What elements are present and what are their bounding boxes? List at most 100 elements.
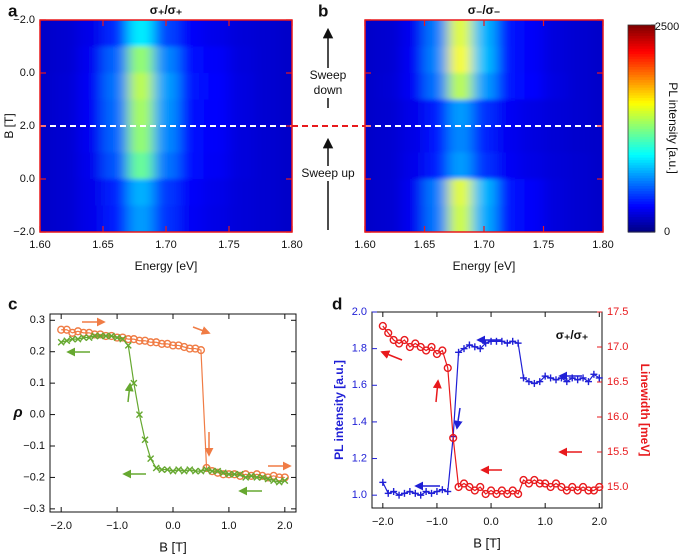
heatmap-cell	[365, 20, 378, 47]
point	[590, 370, 598, 378]
point-stroke	[225, 470, 233, 478]
point	[584, 486, 593, 495]
heatmap-cell	[543, 205, 568, 232]
colorbar-step	[628, 172, 655, 176]
heatmap-cell	[103, 152, 129, 180]
heatmap-cell	[103, 99, 129, 127]
point	[231, 470, 238, 478]
point	[113, 334, 121, 342]
point-stroke	[180, 467, 188, 475]
point-stroke	[231, 470, 238, 478]
heatmap-cell	[424, 46, 449, 74]
colorbar-label: PL intensity [a.u.]	[666, 82, 680, 174]
heatmap-cell	[229, 179, 255, 206]
heatmap-cell	[376, 73, 402, 100]
colorbar-step	[628, 43, 655, 47]
point	[514, 489, 523, 499]
colorbar-tick-label: 0	[664, 226, 670, 238]
heatmap-cell	[400, 126, 425, 153]
point	[140, 336, 150, 345]
heatmap-cell	[519, 99, 544, 127]
heatmap-cell	[128, 20, 154, 47]
colorbar-step	[628, 81, 655, 86]
heatmap-cell	[567, 99, 592, 127]
x-tick-label: 1.60	[29, 239, 50, 251]
point-stroke	[236, 470, 244, 478]
heatmap-cell	[400, 73, 425, 100]
point	[63, 337, 71, 345]
y-tick-label: 17.0	[607, 341, 628, 353]
point	[242, 473, 250, 481]
point	[378, 321, 387, 331]
heatmap-cell	[495, 179, 521, 206]
heatmap-cell	[472, 152, 497, 180]
heatmap-cell	[448, 152, 473, 180]
heatmap-cell	[203, 73, 230, 100]
heatmap-cell	[567, 73, 592, 100]
colorbar-step	[628, 229, 655, 233]
x-tick-label: −1.0	[426, 516, 448, 528]
colorbar-step	[628, 159, 655, 163]
heatmap-cell	[128, 73, 154, 100]
colorbar-step	[628, 92, 655, 96]
point-stroke	[130, 379, 138, 387]
point	[541, 372, 549, 380]
heatmap-cell	[40, 152, 54, 180]
y-tick-label: −0.3	[23, 503, 45, 515]
heatmap-cell	[495, 126, 521, 153]
y-tick-label: −2.0	[13, 14, 35, 26]
point	[395, 491, 403, 499]
point	[191, 467, 199, 475]
point	[535, 479, 544, 488]
colorbar-step	[628, 180, 655, 184]
heatmap-cell	[495, 46, 521, 74]
heatmap-cell	[400, 152, 425, 180]
heatmap-cell	[153, 152, 180, 180]
series-line	[382, 325, 600, 495]
heatmap-cell	[591, 20, 603, 47]
point-stroke	[63, 337, 71, 345]
heatmap-cell	[52, 179, 79, 206]
colorbar-step	[628, 40, 655, 44]
point-stroke	[214, 467, 222, 475]
heatmap-cell	[400, 20, 425, 47]
colorbar-step	[628, 50, 655, 55]
y-axis-label: PL intensity [a.u.]	[332, 360, 346, 460]
y-tick-label: −0.2	[23, 471, 45, 483]
heatmap-cell	[279, 99, 292, 127]
heatmap-cell	[376, 46, 402, 74]
heatmap-cell	[279, 152, 292, 180]
heatmap-cell	[203, 99, 230, 127]
y-tick-label: 0.0	[20, 67, 35, 79]
heatmap-cell	[376, 20, 402, 47]
heatmap-cell	[229, 205, 255, 232]
heatmap-cell	[591, 205, 603, 232]
colorbar-step	[628, 164, 655, 168]
colorbar-step	[628, 167, 655, 171]
point-stroke	[113, 334, 121, 342]
point	[406, 488, 414, 496]
heatmap-cell	[254, 126, 280, 153]
colorbar-step	[628, 27, 655, 31]
colorbar-step	[628, 71, 655, 75]
colorbar-step	[628, 188, 655, 192]
point-stroke	[191, 467, 199, 475]
point	[157, 339, 166, 348]
colorbar-frame	[627, 24, 656, 233]
x-axis-label: B [T]	[473, 535, 500, 550]
heatmap-cell	[40, 20, 54, 47]
point-stroke	[208, 467, 216, 475]
heatmap-cell	[591, 152, 603, 180]
y-tick-label: 17.5	[607, 306, 628, 318]
heatmap-cell	[591, 46, 603, 74]
heatmap-cell	[591, 179, 603, 206]
heatmap-cell	[254, 46, 280, 74]
heatmap-cell	[254, 152, 280, 180]
point	[130, 379, 138, 387]
heatmap-cell	[495, 99, 521, 127]
colorbar-step	[628, 213, 655, 218]
point	[379, 478, 387, 486]
point	[68, 328, 77, 337]
heatmap-cell	[448, 73, 473, 100]
point	[247, 472, 255, 480]
